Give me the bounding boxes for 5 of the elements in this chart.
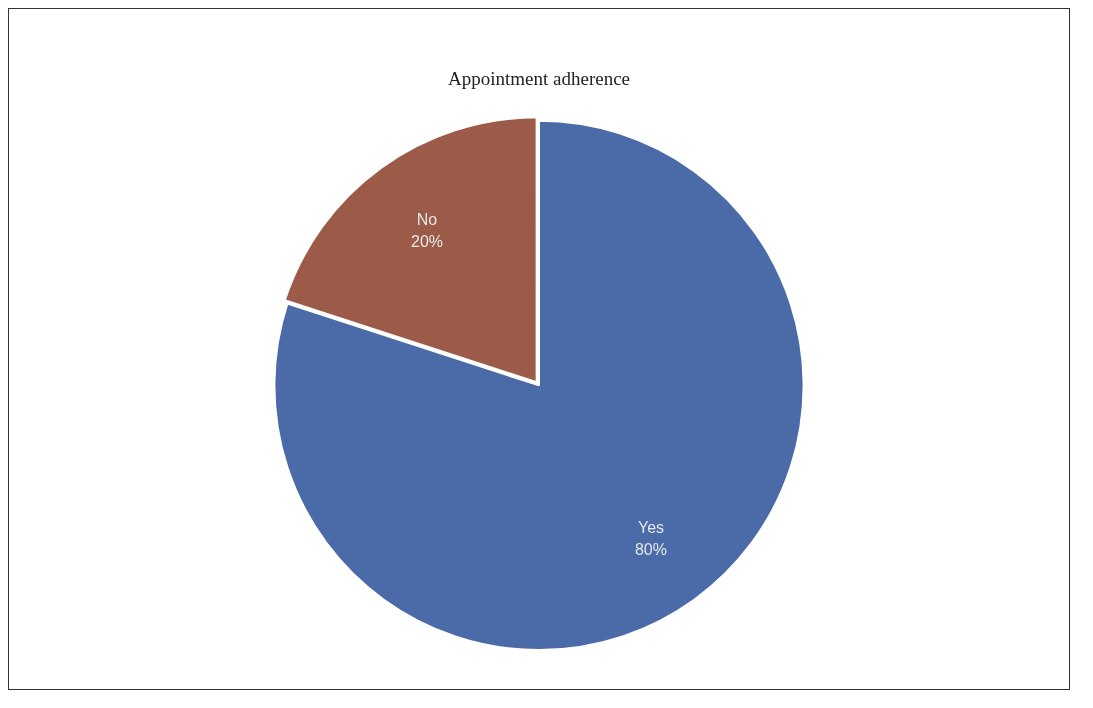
slice-label: Yes bbox=[637, 518, 665, 536]
slice-label: No bbox=[416, 210, 438, 228]
data-label: 20% bbox=[411, 232, 444, 250]
chart-title: Appointment adherence bbox=[447, 68, 631, 90]
data-label: 80% bbox=[634, 540, 667, 558]
